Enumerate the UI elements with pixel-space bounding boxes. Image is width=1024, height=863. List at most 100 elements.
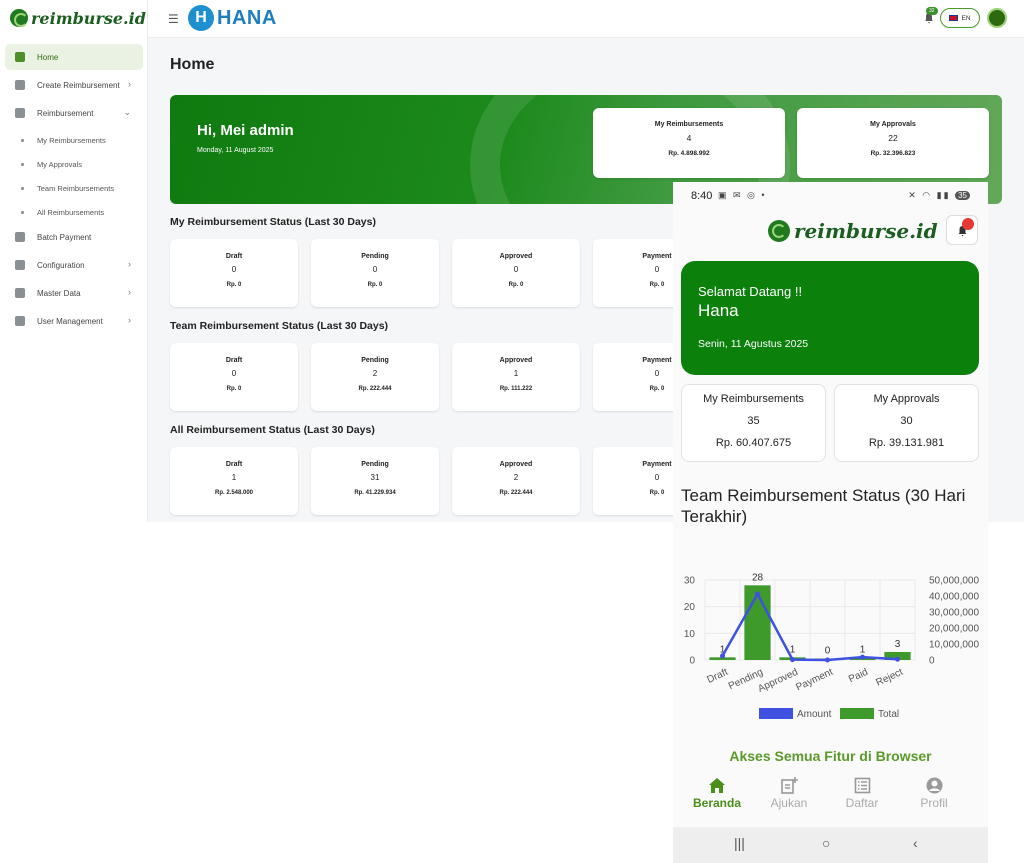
- mobile-date: Senin, 11 Agustus 2025: [698, 338, 809, 350]
- mobile-app: 8:40 ▣ ✉ ◎ • ✕ ◠ ▮▮ 35 reimburse.id Sela…: [673, 182, 988, 863]
- status-card-pending[interactable]: Pending 31 Rp. 41.229.934: [311, 447, 439, 515]
- page-title: Home: [170, 56, 215, 73]
- card-amount: Rp. 41.229.934: [354, 490, 396, 496]
- card-amount: Rp. 111.222: [499, 386, 533, 392]
- sidebar-subitem-my-reimbursements[interactable]: My Reimbursements: [5, 128, 143, 152]
- y-tick-label: 30: [684, 576, 696, 587]
- card-title: My Approvals: [870, 121, 916, 128]
- card-title: Pending: [361, 357, 389, 364]
- y2-tick-label: 30,000,000: [929, 608, 979, 619]
- tab-label: Beranda: [692, 796, 742, 810]
- user-name: Hana: [698, 301, 739, 320]
- chart-title: Team Reimbursement Status (30 Hari Terak…: [681, 486, 966, 526]
- sidebar-item-batch-payment[interactable]: Batch Payment: [5, 224, 143, 250]
- menu-icon: [15, 316, 25, 326]
- phone-time: 8:40: [691, 190, 713, 202]
- card-amount: Rp. 39.131.981: [868, 437, 945, 449]
- sidebar-item-label: Configuration: [37, 260, 85, 270]
- sidebar-subitem-label: All Reimbursements: [37, 207, 105, 217]
- sidebar-item-configuration[interactable]: Configuration ›: [5, 252, 143, 278]
- card-count: 2: [372, 369, 378, 378]
- back-button[interactable]: ‹: [913, 835, 918, 851]
- x-tick-label: Reject: [874, 667, 905, 689]
- data-label: 3: [895, 639, 901, 650]
- notification-dot: [962, 218, 974, 230]
- y-tick-label: 0: [689, 656, 695, 667]
- tab-beranda[interactable]: Beranda: [681, 774, 753, 810]
- language-selector[interactable]: EN: [940, 8, 980, 28]
- sidebar-item-master-data[interactable]: Master Data ›: [5, 280, 143, 306]
- card-title: My Reimbursements: [654, 121, 724, 128]
- tab-ajukan[interactable]: Ajukan: [753, 774, 825, 810]
- home-button[interactable]: ○: [822, 835, 831, 851]
- sidebar-subitem-my-approvals[interactable]: My Approvals: [5, 152, 143, 176]
- status-card-draft[interactable]: Draft 0 Rp. 0: [170, 239, 298, 307]
- status-card-pending[interactable]: Pending 2 Rp. 222.444: [311, 343, 439, 411]
- status-card-draft[interactable]: Draft 1 Rp. 2.548.000: [170, 447, 298, 515]
- profile-icon: [926, 777, 942, 794]
- notification-icons: ▣ ✉ ◎ •: [718, 190, 767, 200]
- brand: H HANA: [188, 5, 277, 31]
- sidebar-item-user-management[interactable]: User Management ›: [5, 308, 143, 334]
- card-title: My Approvals: [873, 393, 940, 405]
- card-title: Approved: [499, 357, 533, 364]
- recent-apps-button[interactable]: |||: [734, 835, 745, 851]
- browser-access-link[interactable]: Akses Semua Fitur di Browser: [729, 748, 932, 764]
- hamburger-menu-icon[interactable]: ☰: [168, 12, 179, 26]
- tab-daftar[interactable]: Daftar: [826, 774, 898, 810]
- sidebar-subitem-team-reimbursements[interactable]: Team Reimbursements: [5, 176, 143, 200]
- card-amount: Rp. 0: [649, 490, 665, 496]
- status-card-approved[interactable]: Approved 2 Rp. 222.444: [452, 447, 580, 515]
- sidebar-item-create-reimbursement[interactable]: Create Reimbursement ›: [5, 72, 143, 98]
- notification-badge: 32: [926, 7, 938, 15]
- welcome-text: Selamat Datang !!: [698, 284, 803, 299]
- x-tick-label: Approved: [756, 667, 799, 695]
- bullet-icon: [21, 138, 24, 142]
- sidebar-item-home[interactable]: Home: [5, 44, 143, 70]
- card-title: Payment: [642, 253, 672, 260]
- y2-tick-label: 0: [929, 656, 935, 667]
- sidebar-item-label: User Management: [37, 316, 103, 326]
- card-amount: Rp. 0: [649, 386, 665, 392]
- chevron-icon: ›: [128, 315, 131, 325]
- x-tick-label: Paid: [847, 667, 870, 685]
- tab-profil[interactable]: Profil: [898, 774, 970, 810]
- summary-card-my-reimbursements[interactable]: My Reimbursements 4 Rp. 4.898.992: [593, 108, 785, 178]
- bell-icon[interactable]: [924, 12, 934, 24]
- sidebar-subitem-all-reimbursements[interactable]: All Reimbursements: [5, 200, 143, 224]
- status-card-approved[interactable]: Approved 1 Rp. 111.222: [452, 343, 580, 411]
- card-title: My Reimbursements: [703, 393, 804, 405]
- home-icon: [709, 778, 725, 793]
- user-avatar[interactable]: [987, 8, 1007, 28]
- card-title: Pending: [361, 253, 389, 260]
- mobile-logo-text: reimburse.id: [794, 219, 938, 243]
- status-card-draft[interactable]: Draft 0 Rp. 0: [170, 343, 298, 411]
- brand-logo-icon: H: [188, 5, 214, 31]
- card-amount: Rp. 0: [649, 282, 665, 288]
- legend-swatch-amount: [759, 708, 793, 719]
- logo-mark-icon: [768, 220, 790, 242]
- card-count: 1: [513, 369, 519, 378]
- logo[interactable]: reimburse.id: [10, 6, 146, 30]
- card-title: Draft: [225, 461, 243, 468]
- status-card-approved[interactable]: Approved 0 Rp. 0: [452, 239, 580, 307]
- section-title: My Reimbursement Status (Last 30 Days): [170, 216, 376, 228]
- summary-card-my-approvals[interactable]: My Approvals 22 Rp. 32.396.823: [797, 108, 989, 178]
- chevron-icon: ›: [128, 259, 131, 269]
- card-count: 4: [686, 133, 692, 143]
- status-card-pending[interactable]: Pending 0 Rp. 0: [311, 239, 439, 307]
- card-title: Draft: [225, 253, 243, 260]
- card-count: 2: [513, 473, 519, 482]
- logo-text: reimburse.id: [31, 8, 146, 28]
- card-count: 0: [372, 265, 378, 274]
- mobile-my-approvals-card[interactable]: My Approvals 30 Rp. 39.131.981: [834, 384, 979, 462]
- bar-draft: [709, 657, 736, 660]
- sidebar-item-reimbursement[interactable]: Reimbursement ⌄: [5, 100, 143, 126]
- battery-icon: 35: [955, 191, 970, 200]
- mobile-my-reimbursements-card[interactable]: My Reimbursements 35 Rp. 60.407.675: [681, 384, 826, 462]
- card-count: 0: [654, 369, 660, 378]
- amount-point: [860, 654, 865, 660]
- sidebar-item-label: Create Reimbursement: [37, 80, 120, 90]
- y-tick-label: 20: [684, 602, 696, 613]
- signal-icons: ✕ ◠ ▮▮: [908, 190, 951, 200]
